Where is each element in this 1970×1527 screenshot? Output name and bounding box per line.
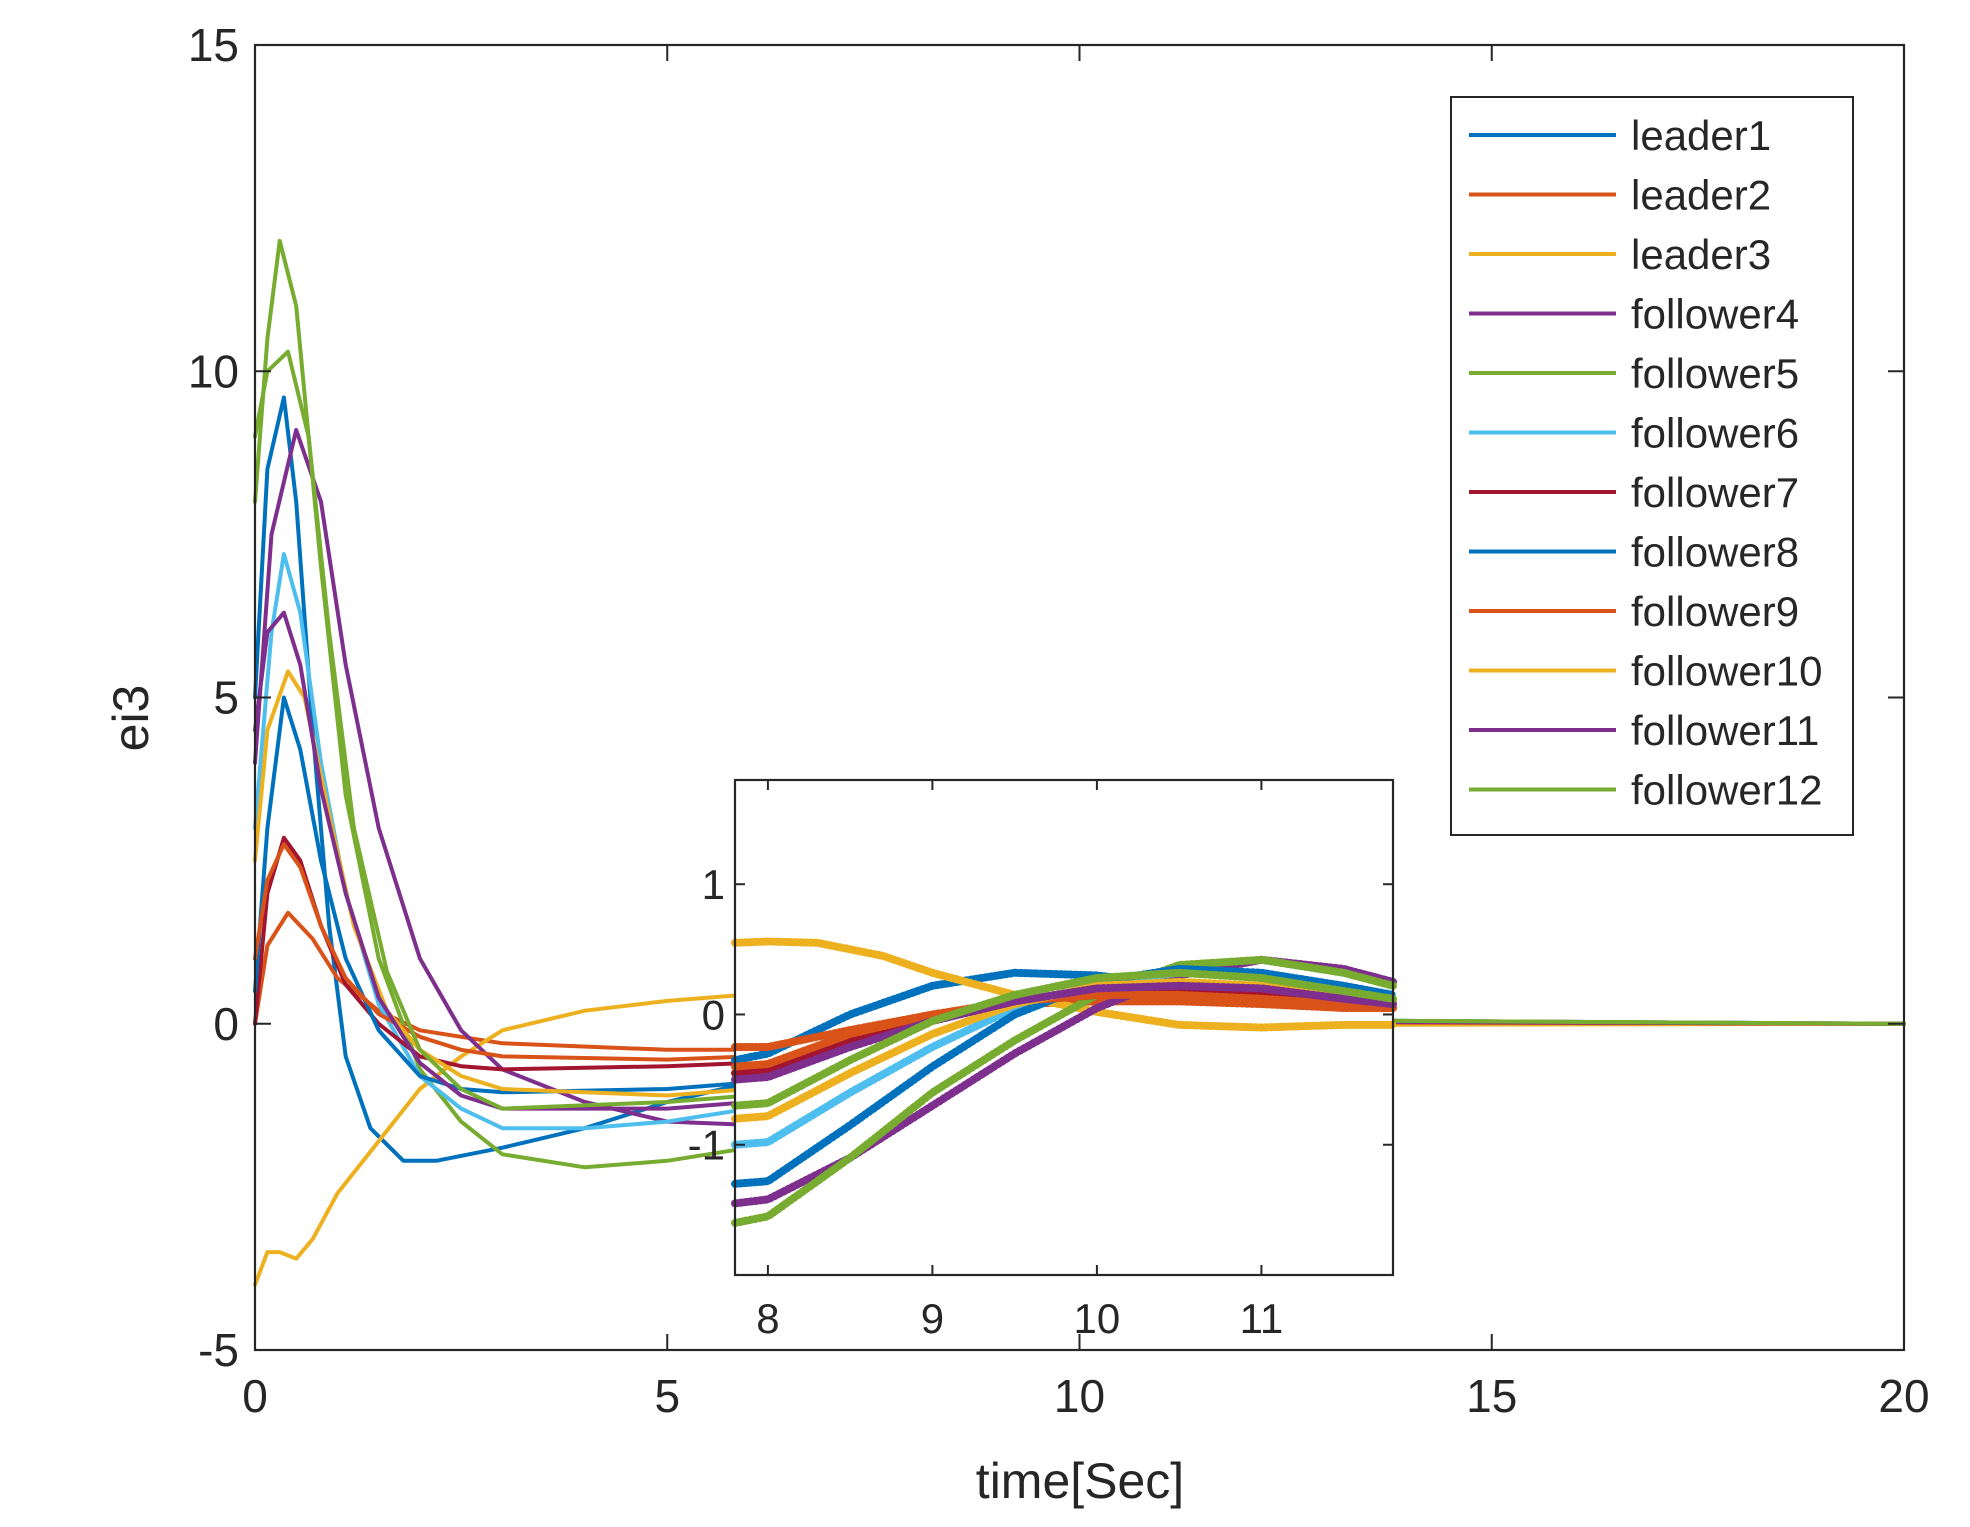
y-tick-label: 5: [213, 672, 239, 724]
legend-label-follower10: follower10: [1631, 648, 1822, 695]
inset-x-tick-label: 8: [756, 1295, 779, 1342]
x-tick-label: 5: [654, 1370, 680, 1422]
inset-x-tick-label: 10: [1074, 1295, 1121, 1342]
inset-x-tick-label: 11: [1240, 1295, 1284, 1342]
y-tick-label: 0: [213, 998, 239, 1050]
legend-label-follower12: follower12: [1631, 767, 1822, 814]
legend-label-follower5: follower5: [1631, 350, 1799, 397]
legend-label-leader3: leader3: [1631, 231, 1771, 278]
inset-y-tick-label: 0: [702, 991, 725, 1038]
x-tick-label: 20: [1878, 1370, 1929, 1422]
legend-label-follower4: follower4: [1631, 291, 1799, 338]
inset-x-tick-label: 9: [921, 1295, 944, 1342]
x-tick-label: 15: [1466, 1370, 1517, 1422]
y-tick-label: 15: [188, 19, 239, 71]
inset-series-line-follower11: [731, 981, 1397, 1084]
legend-label-follower6: follower6: [1631, 410, 1799, 457]
legend-box: [1450, 96, 1854, 836]
x-tick-label: 0: [242, 1370, 268, 1422]
legend-label-follower9: follower9: [1631, 588, 1799, 635]
legend-label-follower8: follower8: [1631, 529, 1799, 576]
inset-series-line-follower5: [731, 955, 1397, 1227]
legend-label-leader2: leader2: [1631, 172, 1771, 219]
x-tick-label: 10: [1054, 1370, 1105, 1422]
inset-group: 8 9 10 11 -1 0 1: [688, 778, 1397, 1342]
inset-axes-box: [733, 778, 1395, 1277]
y-tick-label: 10: [188, 345, 239, 397]
legend-label-follower11: follower11: [1631, 707, 1819, 754]
x-axis-label: time[Sec]: [976, 1453, 1184, 1509]
y-tick-label: -5: [198, 1324, 239, 1376]
inset-series-line-follower12: [731, 968, 1397, 1110]
legend-label-follower7: follower7: [1631, 469, 1799, 516]
legend-label-leader1: leader1: [1631, 112, 1771, 159]
inset-y-tick-label: -1: [688, 1122, 725, 1169]
y-axis-label: ei3: [103, 685, 159, 752]
legend-group[interactable]: leader1 leader2 leader3 follower4 follower5 f…: [1450, 96, 1854, 836]
inset-y-tick-label: 1: [702, 861, 725, 908]
